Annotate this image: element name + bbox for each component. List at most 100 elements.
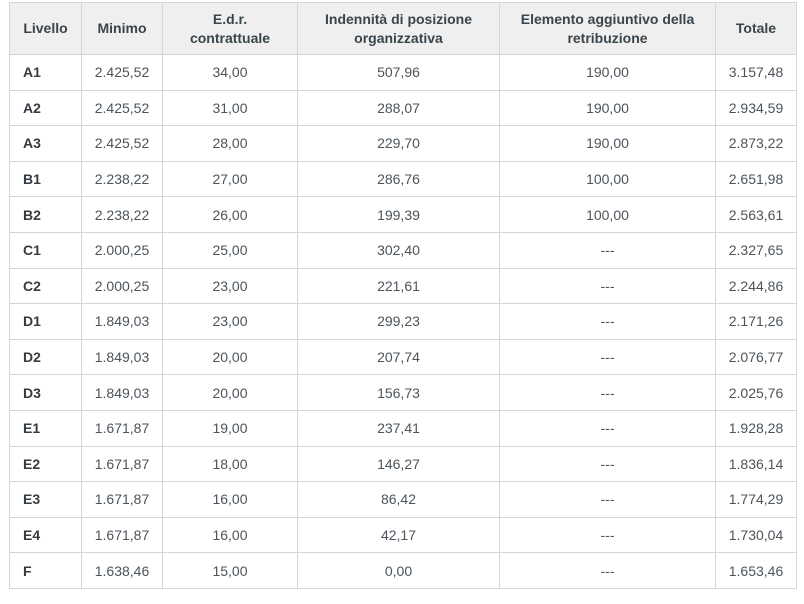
cell-totale: 1.928,28 bbox=[715, 409, 797, 447]
cell-edr: 18,00 bbox=[162, 445, 298, 483]
table-row: E3 1.671,87 16,00 86,42 --- 1.774,29 bbox=[9, 481, 797, 518]
column-header-minimo: Minimo bbox=[81, 2, 163, 55]
cell-edr: 19,00 bbox=[162, 409, 298, 447]
salary-levels-table: Livello Minimo E.d.r. contrattuale Inden… bbox=[9, 2, 797, 589]
cell-minimo: 1.671,87 bbox=[81, 516, 163, 554]
cell-elemento: --- bbox=[499, 374, 716, 411]
cell-elemento: --- bbox=[499, 445, 716, 483]
header-row: Livello Minimo E.d.r. contrattuale Inden… bbox=[9, 2, 797, 55]
cell-livello: D3 bbox=[9, 374, 82, 411]
cell-livello: D1 bbox=[9, 303, 82, 340]
cell-livello: B2 bbox=[9, 196, 82, 233]
cell-minimo: 1.849,03 bbox=[81, 303, 163, 340]
cell-indennita: 286,76 bbox=[297, 160, 500, 198]
cell-totale: 1.774,29 bbox=[715, 481, 797, 518]
cell-totale: 1.836,14 bbox=[715, 445, 797, 483]
table-row: E1 1.671,87 19,00 237,41 --- 1.928,28 bbox=[9, 409, 797, 447]
cell-elemento: 100,00 bbox=[499, 196, 716, 233]
cell-edr: 23,00 bbox=[162, 267, 298, 305]
cell-minimo: 2.238,22 bbox=[81, 160, 163, 198]
cell-minimo: 1.671,87 bbox=[81, 481, 163, 518]
cell-totale: 2.563,61 bbox=[715, 196, 797, 233]
cell-edr: 23,00 bbox=[162, 303, 298, 340]
cell-livello: E3 bbox=[9, 481, 82, 518]
table-row: C1 2.000,25 25,00 302,40 --- 2.327,65 bbox=[9, 231, 797, 269]
cell-minimo: 2.000,25 bbox=[81, 267, 163, 305]
cell-indennita: 302,40 bbox=[297, 231, 500, 269]
cell-indennita: 221,61 bbox=[297, 267, 500, 305]
cell-livello: F bbox=[9, 552, 82, 589]
cell-edr: 16,00 bbox=[162, 516, 298, 554]
column-header-elemento: Elemento aggiuntivo della retribuzione bbox=[499, 2, 716, 55]
cell-livello: B1 bbox=[9, 160, 82, 198]
cell-indennita: 237,41 bbox=[297, 409, 500, 447]
cell-totale: 2.651,98 bbox=[715, 160, 797, 198]
cell-edr: 31,00 bbox=[162, 89, 298, 127]
cell-indennita: 146,27 bbox=[297, 445, 500, 483]
cell-minimo: 1.671,87 bbox=[81, 445, 163, 483]
cell-elemento: --- bbox=[499, 303, 716, 340]
table-row: B1 2.238,22 27,00 286,76 100,00 2.651,98 bbox=[9, 160, 797, 198]
table-row: B2 2.238,22 26,00 199,39 100,00 2.563,61 bbox=[9, 196, 797, 233]
cell-totale: 1.730,04 bbox=[715, 516, 797, 554]
cell-elemento: 190,00 bbox=[499, 89, 716, 127]
table-row: A3 2.425,52 28,00 229,70 190,00 2.873,22 bbox=[9, 125, 797, 162]
cell-edr: 20,00 bbox=[162, 338, 298, 376]
table-row: A2 2.425,52 31,00 288,07 190,00 2.934,59 bbox=[9, 89, 797, 127]
cell-edr: 25,00 bbox=[162, 231, 298, 269]
cell-elemento: --- bbox=[499, 267, 716, 305]
cell-livello: A3 bbox=[9, 125, 82, 162]
cell-minimo: 2.425,52 bbox=[81, 89, 163, 127]
cell-edr: 34,00 bbox=[162, 54, 298, 91]
cell-totale: 1.653,46 bbox=[715, 552, 797, 589]
cell-livello: E4 bbox=[9, 516, 82, 554]
cell-indennita: 0,00 bbox=[297, 552, 500, 589]
cell-livello: C2 bbox=[9, 267, 82, 305]
column-header-totale: Totale bbox=[715, 2, 797, 55]
cell-minimo: 2.425,52 bbox=[81, 125, 163, 162]
table-row: F 1.638,46 15,00 0,00 --- 1.653,46 bbox=[9, 552, 797, 589]
cell-livello: E1 bbox=[9, 409, 82, 447]
cell-totale: 2.244,86 bbox=[715, 267, 797, 305]
column-header-edr: E.d.r. contrattuale bbox=[162, 2, 298, 55]
cell-edr: 26,00 bbox=[162, 196, 298, 233]
cell-indennita: 207,74 bbox=[297, 338, 500, 376]
table-body: A1 2.425,52 34,00 507,96 190,00 3.157,48… bbox=[9, 54, 797, 589]
cell-indennita: 42,17 bbox=[297, 516, 500, 554]
cell-edr: 16,00 bbox=[162, 481, 298, 518]
table-row: D1 1.849,03 23,00 299,23 --- 2.171,26 bbox=[9, 303, 797, 340]
cell-livello: A1 bbox=[9, 54, 82, 91]
cell-elemento: --- bbox=[499, 231, 716, 269]
cell-livello: A2 bbox=[9, 89, 82, 127]
cell-elemento: --- bbox=[499, 516, 716, 554]
column-header-livello: Livello bbox=[9, 2, 82, 55]
cell-elemento: 190,00 bbox=[499, 54, 716, 91]
cell-elemento: 100,00 bbox=[499, 160, 716, 198]
cell-elemento: --- bbox=[499, 409, 716, 447]
table-row: D2 1.849,03 20,00 207,74 --- 2.076,77 bbox=[9, 338, 797, 376]
cell-elemento: --- bbox=[499, 552, 716, 589]
cell-edr: 27,00 bbox=[162, 160, 298, 198]
cell-totale: 2.025,76 bbox=[715, 374, 797, 411]
cell-minimo: 2.238,22 bbox=[81, 196, 163, 233]
cell-elemento: 190,00 bbox=[499, 125, 716, 162]
table-row: A1 2.425,52 34,00 507,96 190,00 3.157,48 bbox=[9, 54, 797, 91]
cell-totale: 2.934,59 bbox=[715, 89, 797, 127]
table-row: D3 1.849,03 20,00 156,73 --- 2.025,76 bbox=[9, 374, 797, 411]
cell-elemento: --- bbox=[499, 338, 716, 376]
cell-edr: 20,00 bbox=[162, 374, 298, 411]
table-row: E4 1.671,87 16,00 42,17 --- 1.730,04 bbox=[9, 516, 797, 554]
cell-totale: 2.327,65 bbox=[715, 231, 797, 269]
cell-indennita: 86,42 bbox=[297, 481, 500, 518]
cell-indennita: 288,07 bbox=[297, 89, 500, 127]
table-row: C2 2.000,25 23,00 221,61 --- 2.244,86 bbox=[9, 267, 797, 305]
cell-minimo: 2.000,25 bbox=[81, 231, 163, 269]
cell-indennita: 507,96 bbox=[297, 54, 500, 91]
cell-minimo: 1.849,03 bbox=[81, 338, 163, 376]
table-row: E2 1.671,87 18,00 146,27 --- 1.836,14 bbox=[9, 445, 797, 483]
cell-livello: E2 bbox=[9, 445, 82, 483]
cell-edr: 28,00 bbox=[162, 125, 298, 162]
cell-indennita: 156,73 bbox=[297, 374, 500, 411]
cell-livello: C1 bbox=[9, 231, 82, 269]
